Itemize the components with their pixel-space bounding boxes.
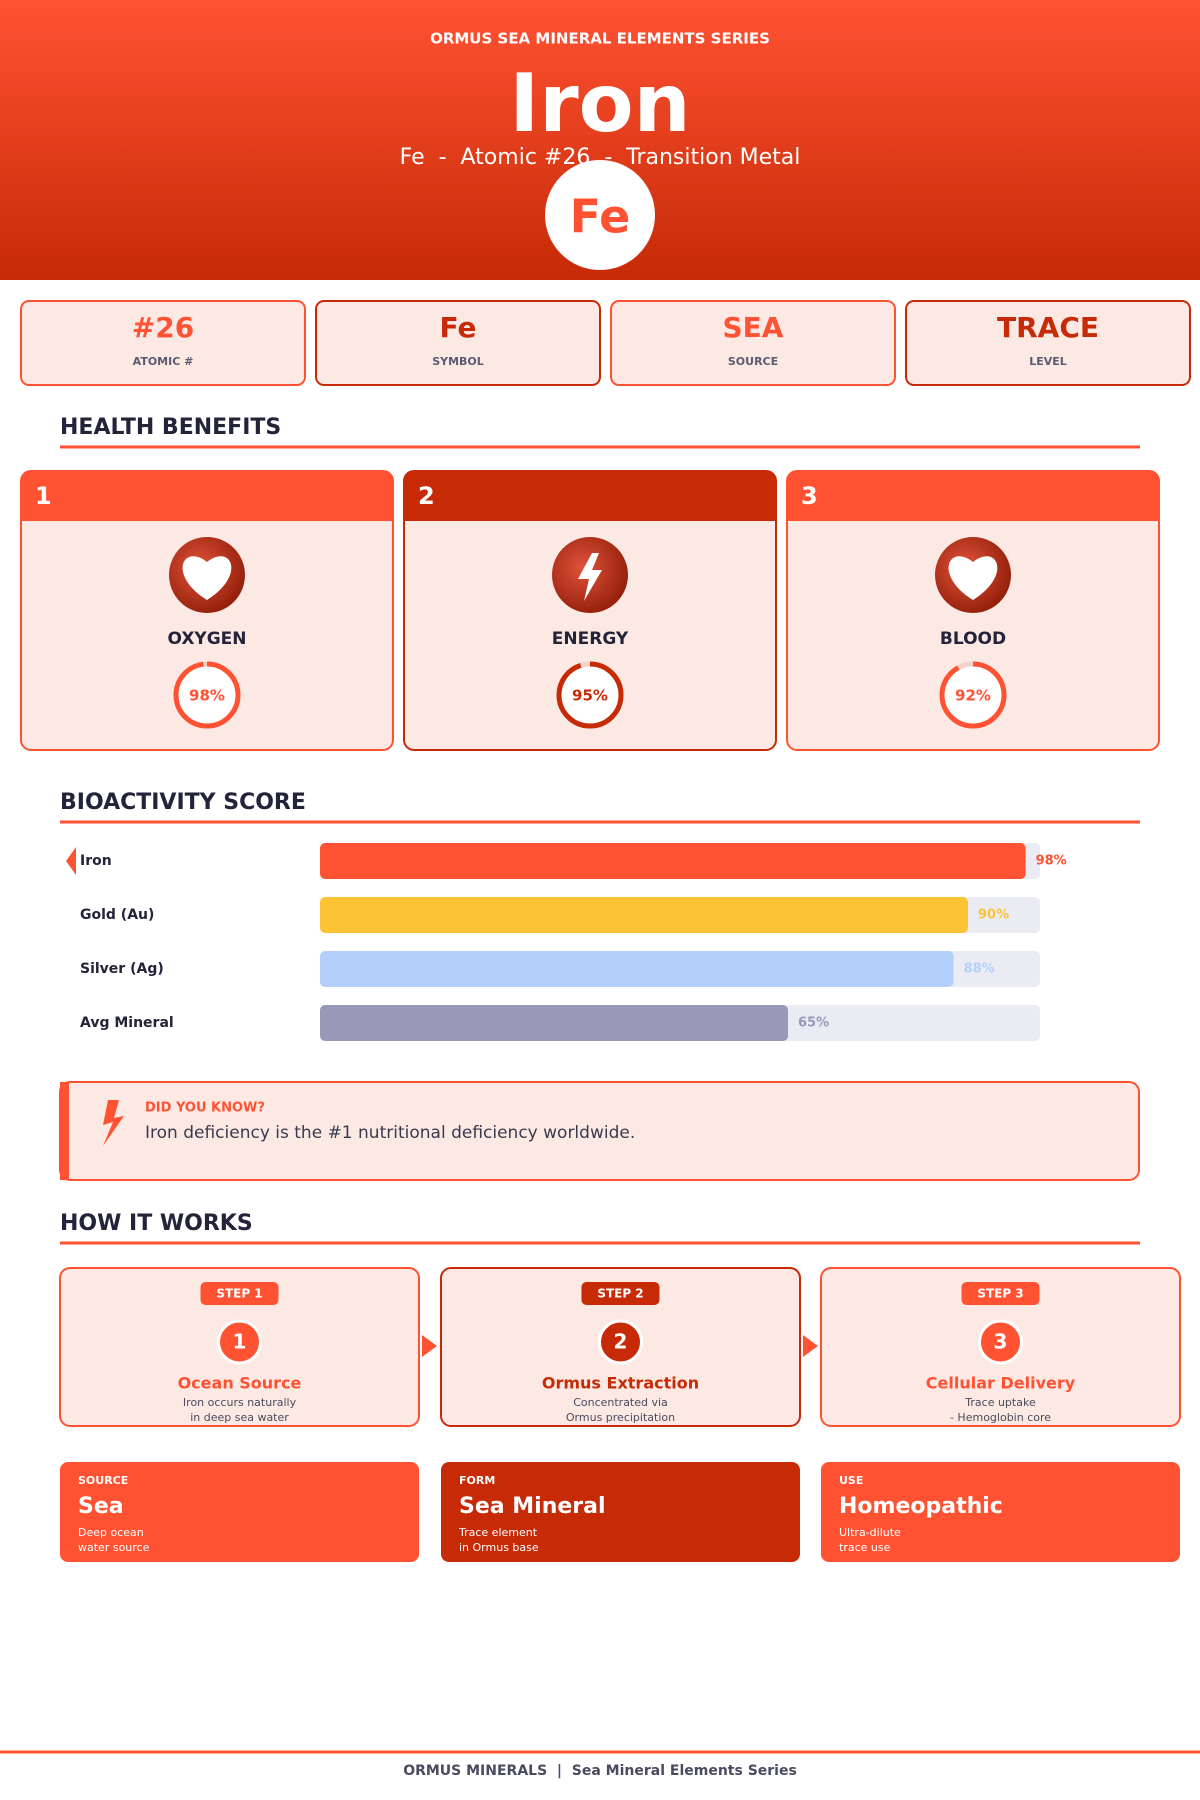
benefit-number: 1: [35, 482, 52, 510]
property-value: Sea: [78, 1494, 124, 1519]
step-pill: [961, 1282, 1040, 1305]
bolt-icon: [578, 553, 602, 601]
stat-card: [20, 300, 306, 386]
property-value: Homeopathic: [839, 1494, 1003, 1519]
bar-value: 98%: [1036, 854, 1067, 869]
bar-label: Iron: [80, 853, 112, 869]
stat-value: #26: [132, 311, 194, 344]
step-number: 1: [233, 1330, 247, 1354]
property-text: trace use: [839, 1541, 891, 1554]
property-card: [821, 1462, 1180, 1562]
step-title: Ormus Extraction: [542, 1374, 699, 1393]
property-text: Deep ocean: [78, 1526, 144, 1539]
ring-label: 92%: [955, 687, 991, 705]
fact-text: Iron deficiency is the #1 nutritional de…: [145, 1123, 635, 1143]
step-title: Cellular Delivery: [926, 1374, 1076, 1393]
property-text: in Ormus base: [459, 1541, 539, 1554]
step-number: 3: [994, 1330, 1008, 1354]
heart-icon: [182, 556, 232, 600]
symbol: Fe: [570, 190, 631, 244]
benefit-number: 2: [418, 482, 435, 510]
ring: [173, 661, 241, 729]
step-text: - Hemoglobin core: [950, 1411, 1051, 1424]
step-circle: [978, 1319, 1023, 1365]
series-name: ORMUS SEA MINERAL ELEMENTS SERIES: [430, 30, 770, 48]
symbol-badge: [545, 160, 655, 270]
step-text: Concentrated via: [573, 1396, 668, 1409]
step-text: Ormus precipitation: [566, 1411, 675, 1424]
step-pill: [200, 1282, 279, 1305]
property-label: USE: [839, 1474, 863, 1487]
step-text: Trace uptake: [964, 1396, 1036, 1409]
step-arrow: [422, 1335, 437, 1357]
ring-label: 98%: [189, 687, 225, 705]
bar-value: 65%: [798, 1016, 829, 1031]
step-circle: [598, 1319, 643, 1365]
bar-value: 88%: [964, 962, 995, 977]
stat-card: [315, 300, 601, 386]
title: Iron: [509, 57, 690, 150]
bar-label: Silver (Ag): [80, 961, 164, 977]
section-title: HEALTH BENEFITS: [60, 415, 281, 440]
stat-label: ATOMIC #: [133, 355, 194, 368]
stat-label: SYMBOL: [432, 355, 484, 368]
property-text: Trace element: [458, 1526, 538, 1539]
property-value: Sea Mineral: [459, 1494, 606, 1519]
property-label: FORM: [459, 1474, 495, 1487]
ring: [939, 661, 1007, 729]
benefit-name: ENERGY: [552, 629, 629, 649]
section-title: BIOACTIVITY SCORE: [60, 790, 306, 815]
fact-icon: [103, 1100, 124, 1146]
bar: [320, 897, 968, 933]
benefit-number: 3: [801, 482, 818, 510]
row-marker: [66, 847, 76, 875]
property-card: [60, 1462, 419, 1562]
stat-card: [905, 300, 1191, 386]
bar-label: Avg Mineral: [80, 1015, 174, 1031]
benefit-name: BLOOD: [940, 629, 1006, 649]
step-arrow: [803, 1335, 818, 1357]
stat-value: Fe: [440, 311, 477, 344]
property-card: [441, 1462, 800, 1562]
section-title: HOW IT WORKS: [60, 1211, 253, 1236]
step-pill: [581, 1282, 660, 1305]
stat-value: SEA: [723, 311, 784, 344]
property-text: Ultra-dilute: [839, 1526, 901, 1539]
fact-accent: [60, 1082, 69, 1180]
step-text: in deep sea water: [190, 1411, 289, 1424]
bar: [320, 1005, 788, 1041]
ring-label: 95%: [572, 687, 608, 705]
ring: [556, 661, 624, 729]
step-tag: STEP 3: [977, 1287, 1023, 1301]
benefit-header: [404, 471, 776, 521]
stat-value: TRACE: [997, 311, 1099, 344]
stat-label: SOURCE: [728, 355, 778, 368]
bar: [320, 951, 954, 987]
step-text: Iron occurs naturally: [183, 1396, 297, 1409]
step-tag: STEP 2: [597, 1287, 643, 1301]
benefit-header: [21, 471, 393, 521]
step-title: Ocean Source: [178, 1374, 302, 1393]
benefit-name: OXYGEN: [167, 629, 246, 649]
property-label: SOURCE: [78, 1474, 128, 1487]
heart-icon: [948, 556, 998, 600]
stat-label: LEVEL: [1029, 355, 1067, 368]
step-circle: [217, 1319, 262, 1365]
benefit-header: [787, 471, 1159, 521]
fact-title: DID YOU KNOW?: [145, 1101, 265, 1116]
bar-label: Gold (Au): [80, 907, 154, 923]
step-number: 2: [614, 1330, 628, 1354]
bar: [320, 843, 1026, 879]
bar-value: 90%: [978, 908, 1009, 923]
property-text: water source: [78, 1541, 150, 1554]
stat-card: [610, 300, 896, 386]
footer: ORMUS MINERALS | Sea Mineral Elements Se…: [403, 1763, 797, 1779]
step-tag: STEP 1: [216, 1287, 262, 1301]
